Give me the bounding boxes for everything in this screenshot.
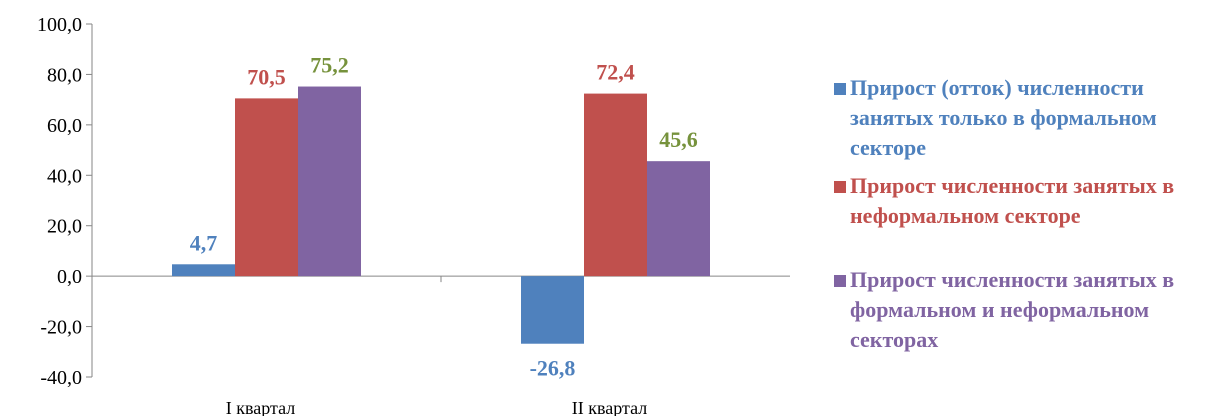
legend-label: Прирост численности занятых в формальном… [850, 267, 1175, 352]
category-label: I квартал [226, 398, 295, 416]
y-tick-label: 60,0 [47, 115, 82, 137]
bar-chart: 100,0 80,0 60,0 40,0 20,0 0,0 -20,0 -40,0 I квар… [37, 14, 790, 416]
y-tick-label: 20,0 [47, 216, 82, 238]
y-tick-label: 0,0 [57, 266, 82, 288]
y-tick-label: -20,0 [40, 317, 82, 339]
legend-label: Прирост численности занятых в неформальн… [850, 173, 1175, 228]
legend-swatch [834, 83, 846, 95]
legend-label: Прирост (отток) численности занятых толь… [850, 75, 1157, 160]
legend-swatch [834, 275, 846, 287]
bars [172, 86, 710, 344]
y-tick-label: 100,0 [37, 14, 82, 36]
chart-legend: Прирост (отток) численности занятых толь… [830, 73, 1221, 355]
bar [235, 98, 298, 277]
legend-swatch [834, 181, 846, 193]
y-tick-label: -40,0 [40, 367, 82, 389]
data-label: 75,2 [310, 53, 349, 78]
data-label: 72,4 [596, 60, 635, 85]
data-label: -26,8 [530, 356, 576, 381]
legend-item: Прирост (отток) численности занятых толь… [830, 73, 1221, 163]
data-label: 45,6 [659, 127, 698, 152]
bar [647, 161, 710, 277]
axes: 100,0 80,0 60,0 40,0 20,0 0,0 -20,0 -40,0 I квар… [37, 14, 790, 416]
bar [521, 276, 584, 344]
data-label: 70,5 [247, 64, 286, 89]
bar [172, 264, 235, 277]
bar [584, 93, 647, 277]
legend-item: Прирост численности занятых в неформальн… [830, 171, 1221, 231]
legend-item: Прирост численности занятых в формальном… [830, 265, 1221, 355]
data-label: 4,7 [190, 230, 218, 255]
bar [298, 86, 361, 277]
data-labels: 4,7 -26,8 70,5 72,4 75,2 45,6 [190, 53, 698, 381]
y-tick-label: 80,0 [47, 64, 82, 86]
y-tick-label: 40,0 [47, 165, 82, 187]
category-label: II квартал [572, 398, 647, 416]
